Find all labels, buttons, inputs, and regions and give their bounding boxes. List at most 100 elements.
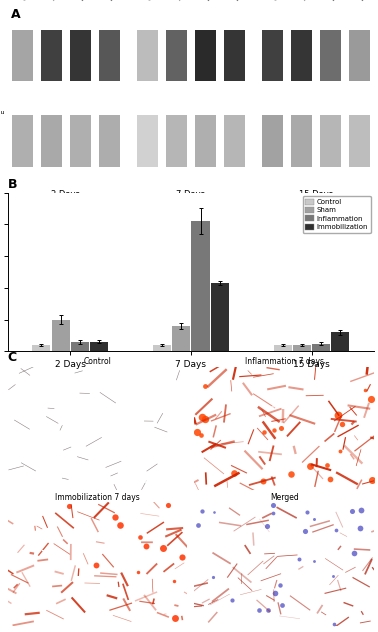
Bar xyxy=(262,30,283,82)
Point xyxy=(272,588,278,598)
Point xyxy=(160,544,166,554)
Point xyxy=(335,410,341,420)
Text: Control: Control xyxy=(22,0,39,2)
Bar xyxy=(332,332,350,351)
Point xyxy=(356,523,363,533)
Point xyxy=(202,380,208,391)
Bar xyxy=(40,30,62,82)
Point xyxy=(311,514,318,524)
Bar xyxy=(293,345,311,351)
Text: 2 Days: 2 Days xyxy=(51,190,80,200)
Bar xyxy=(192,221,209,351)
Point xyxy=(270,508,276,518)
Point xyxy=(137,532,143,542)
Bar xyxy=(291,30,312,82)
Point xyxy=(369,475,375,485)
Point xyxy=(135,567,141,577)
Bar xyxy=(153,345,171,351)
Bar xyxy=(320,116,341,167)
Text: *: * xyxy=(285,421,291,431)
Bar xyxy=(137,30,158,82)
Bar xyxy=(70,30,90,82)
Point xyxy=(93,560,99,570)
Point xyxy=(327,474,333,484)
Point xyxy=(179,552,185,562)
Point xyxy=(256,605,262,615)
Bar xyxy=(99,30,119,82)
Point xyxy=(112,513,118,523)
Point xyxy=(211,571,217,581)
Point xyxy=(351,548,357,558)
Bar xyxy=(211,283,229,351)
Point xyxy=(263,521,270,532)
Point xyxy=(260,476,266,486)
Point xyxy=(333,525,339,535)
Bar xyxy=(166,30,187,82)
Text: *: * xyxy=(242,415,248,425)
Point xyxy=(279,600,285,610)
Point xyxy=(171,576,177,586)
Text: 7 Days: 7 Days xyxy=(177,190,205,200)
Text: 100 μm: 100 μm xyxy=(123,471,140,475)
Point xyxy=(231,468,237,478)
Point xyxy=(66,501,72,511)
Point xyxy=(265,605,271,615)
Bar xyxy=(195,116,216,167)
Text: Immobilization: Immobilization xyxy=(234,0,266,2)
Point xyxy=(324,460,330,470)
Text: A: A xyxy=(11,8,21,21)
Bar xyxy=(12,30,33,82)
Title: Control: Control xyxy=(84,357,112,366)
Point xyxy=(260,427,266,437)
Point xyxy=(330,619,336,629)
Point xyxy=(199,506,205,516)
Point xyxy=(349,506,355,516)
Point xyxy=(201,414,208,424)
Text: *: * xyxy=(304,549,308,559)
Text: Control: Control xyxy=(147,0,164,2)
Point xyxy=(194,427,200,437)
Text: 15 Days: 15 Days xyxy=(299,190,333,200)
Point xyxy=(368,394,374,404)
Text: Sham: Sham xyxy=(51,0,65,2)
Point xyxy=(271,425,277,435)
Text: Sham: Sham xyxy=(302,0,316,2)
Point xyxy=(307,461,313,471)
Bar xyxy=(99,116,119,167)
Bar xyxy=(320,30,341,82)
Text: *: * xyxy=(291,542,296,552)
Point xyxy=(198,430,204,441)
Text: Sham: Sham xyxy=(177,0,191,2)
Point xyxy=(358,505,364,515)
Bar xyxy=(70,116,90,167)
Bar xyxy=(166,116,187,167)
Text: Immobilization: Immobilization xyxy=(109,0,140,2)
Point xyxy=(172,613,178,623)
Point xyxy=(143,542,149,552)
Bar xyxy=(71,342,89,351)
Point xyxy=(302,526,308,536)
Point xyxy=(304,507,310,517)
Point xyxy=(296,554,302,564)
Bar xyxy=(172,326,190,351)
Point xyxy=(311,556,317,566)
Point xyxy=(362,385,368,395)
Bar xyxy=(349,30,370,82)
Bar xyxy=(262,116,283,167)
Bar xyxy=(274,345,291,351)
Text: B: B xyxy=(8,178,17,191)
Text: *: * xyxy=(260,537,265,547)
Point xyxy=(200,412,206,422)
Point xyxy=(339,419,345,429)
Bar xyxy=(40,116,62,167)
Text: Ponceau: Ponceau xyxy=(0,109,5,114)
Bar xyxy=(32,345,50,351)
Title: Inflammation 7 days: Inflammation 7 days xyxy=(245,357,324,366)
Text: Immobilization: Immobilization xyxy=(360,0,378,2)
Point xyxy=(278,423,284,433)
Bar xyxy=(195,30,216,82)
Text: Inflammation: Inflammation xyxy=(80,0,108,2)
Point xyxy=(211,507,217,518)
Point xyxy=(195,520,201,530)
Point xyxy=(229,595,235,605)
